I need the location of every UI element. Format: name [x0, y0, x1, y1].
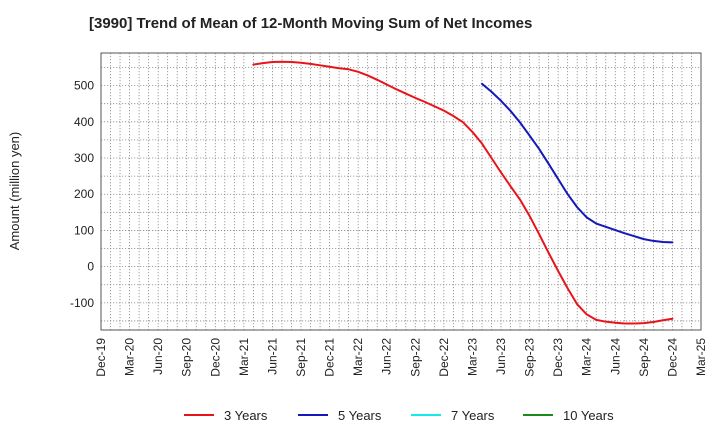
legend-label-3-years: 3 Years [224, 408, 268, 423]
y-tick-label: 500 [74, 79, 94, 93]
x-tick-labels: Dec-19 Mar-20 Jun-20 Sep-20 Dec-20 Mar-21 Jun-… [94, 338, 708, 377]
x-tick-label: Mar-23 [465, 338, 479, 376]
x-tick-label: Jun-23 [494, 338, 508, 375]
x-tick-label: Mar-20 [123, 338, 137, 376]
grid-layer [101, 53, 701, 330]
x-tick-label: Sep-23 [523, 338, 537, 377]
y-axis-label: Amount (million yen) [7, 132, 22, 251]
x-tick-label: Dec-19 [94, 338, 108, 377]
x-tick-label: Mar-25 [694, 338, 708, 376]
x-tick-label: Sep-22 [408, 338, 422, 377]
y-tick-label: 200 [74, 187, 94, 201]
y-tick-label: 300 [74, 151, 94, 165]
legend-label-10-years: 10 Years [563, 408, 614, 423]
legend-label-5-years: 5 Years [338, 408, 382, 423]
legend: 3 Years 5 Years 7 Years 10 Years [184, 408, 614, 423]
x-tick-label: Jun-21 [265, 338, 279, 375]
x-tick-label: Dec-21 [323, 338, 337, 377]
y-tick-label: 400 [74, 115, 94, 129]
y-tick-labels: -100 0 100 200 300 400 500 [70, 79, 94, 310]
x-tick-label: Jun-20 [151, 338, 165, 375]
x-tick-label: Sep-20 [180, 338, 194, 377]
y-tick-label: -100 [70, 296, 94, 310]
x-tick-label: Jun-22 [380, 338, 394, 375]
x-tick-label: Mar-22 [351, 338, 365, 376]
series-layer [252, 60, 674, 325]
y-tick-label: 0 [87, 260, 94, 274]
plot-frame [100, 52, 702, 331]
series-line-3-years [252, 60, 674, 325]
x-tick-label: Dec-22 [437, 338, 451, 377]
series-line-5-years [480, 82, 674, 244]
legend-label-7-years: 7 Years [451, 408, 495, 423]
x-tick-label: Dec-20 [208, 338, 222, 377]
x-tick-label: Mar-21 [237, 338, 251, 376]
x-tick-label: Sep-24 [637, 338, 651, 377]
x-tick-label: Mar-24 [580, 338, 594, 376]
y-tick-label: 100 [74, 223, 94, 237]
chart-title: [3990] Trend of Mean of 12-Month Moving … [89, 15, 533, 32]
x-tick-label: Sep-21 [294, 338, 308, 377]
x-tick-label: Dec-24 [665, 338, 679, 377]
x-tick-label: Jun-24 [608, 338, 622, 375]
x-tick-label: Dec-23 [551, 338, 565, 377]
